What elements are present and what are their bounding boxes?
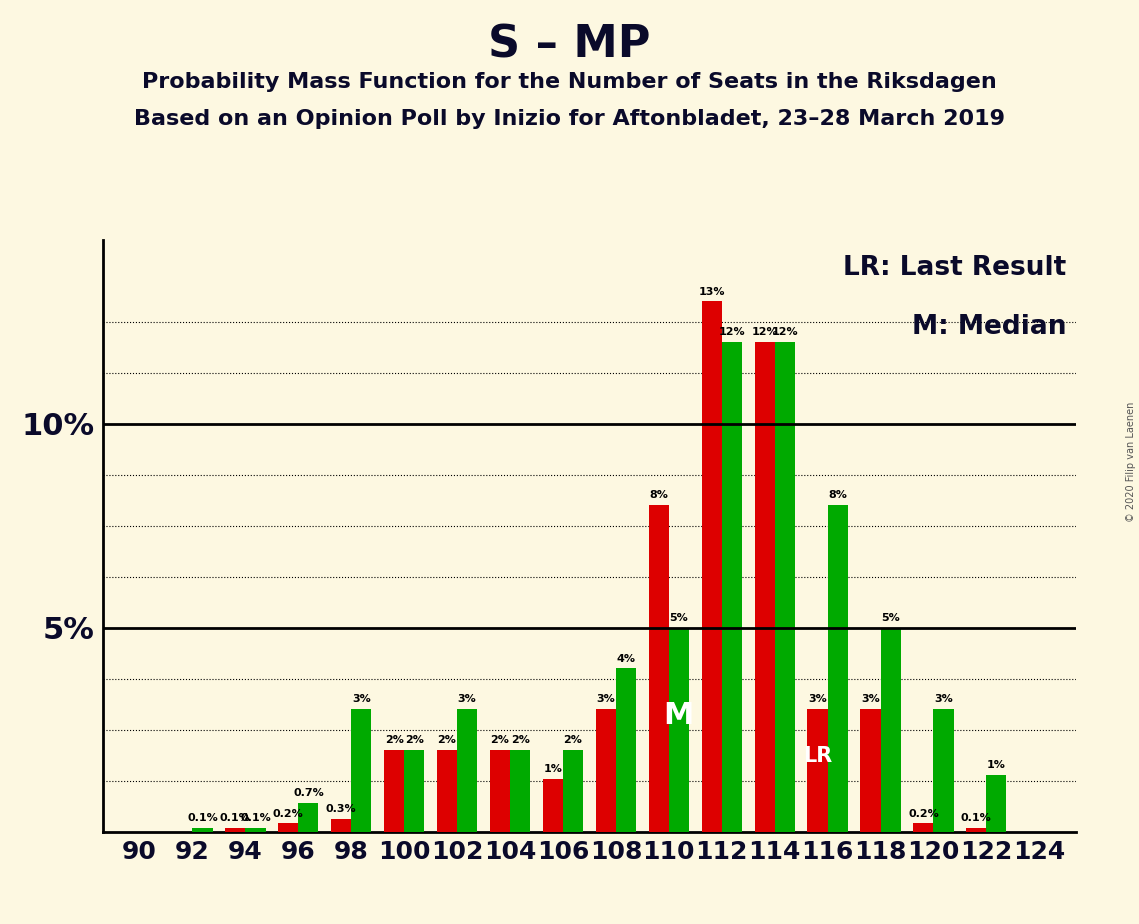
Bar [616,668,636,832]
Bar [437,750,457,832]
Text: 2%: 2% [564,736,582,745]
Text: 0.1%: 0.1% [187,812,218,822]
Bar [934,710,953,832]
Bar [543,779,563,832]
Bar [913,823,934,832]
Text: 3%: 3% [934,694,953,704]
Text: 3%: 3% [352,694,370,704]
Bar [828,505,847,832]
Bar [669,627,689,832]
Bar [775,342,795,832]
Bar [986,774,1007,832]
Text: 2%: 2% [491,736,509,745]
Text: 2%: 2% [510,736,530,745]
Bar [722,342,741,832]
Text: 12%: 12% [752,327,778,337]
Text: 12%: 12% [719,327,745,337]
Text: 5%: 5% [882,613,900,623]
Text: 2%: 2% [404,736,424,745]
Text: 0.2%: 0.2% [273,808,304,819]
Bar [966,828,986,832]
Bar [880,627,901,832]
Text: 3%: 3% [861,694,879,704]
Text: 2%: 2% [437,736,457,745]
Text: M: Median: M: Median [912,314,1066,340]
Text: 13%: 13% [698,286,724,297]
Bar [596,710,616,832]
Text: 8%: 8% [828,491,847,501]
Bar [404,750,425,832]
Text: 3%: 3% [597,694,615,704]
Bar [331,820,351,832]
Bar [754,342,775,832]
Bar [808,710,828,832]
Bar [490,750,510,832]
Bar [860,710,880,832]
Text: S – MP: S – MP [489,23,650,67]
Text: 0.1%: 0.1% [961,812,992,822]
Text: 3%: 3% [809,694,827,704]
Bar [702,301,722,832]
Text: LR: Last Result: LR: Last Result [843,255,1066,281]
Text: 5%: 5% [670,613,688,623]
Bar [510,750,530,832]
Bar [298,803,319,832]
Bar [278,823,298,832]
Text: 0.2%: 0.2% [908,808,939,819]
Text: 1%: 1% [543,764,563,773]
Bar [245,828,265,832]
Bar [192,828,213,832]
Bar [563,750,583,832]
Text: 0.1%: 0.1% [220,812,251,822]
Text: 0.3%: 0.3% [326,805,357,814]
Bar [351,710,371,832]
Text: 12%: 12% [771,327,798,337]
Text: 3%: 3% [458,694,476,704]
Bar [226,828,245,832]
Bar [457,710,477,832]
Text: M: M [664,701,694,730]
Text: 0.1%: 0.1% [240,812,271,822]
Text: 8%: 8% [649,491,669,501]
Text: Probability Mass Function for the Number of Seats in the Riksdagen: Probability Mass Function for the Number… [142,72,997,92]
Bar [384,750,404,832]
Text: 1%: 1% [988,760,1006,770]
Text: © 2020 Filip van Laenen: © 2020 Filip van Laenen [1125,402,1136,522]
Text: Based on an Opinion Poll by Inizio for Aftonbladet, 23–28 March 2019: Based on an Opinion Poll by Inizio for A… [134,109,1005,129]
Text: 4%: 4% [616,653,636,663]
Text: LR: LR [803,746,833,766]
Bar [649,505,669,832]
Text: 0.7%: 0.7% [293,788,323,798]
Text: 2%: 2% [385,736,403,745]
